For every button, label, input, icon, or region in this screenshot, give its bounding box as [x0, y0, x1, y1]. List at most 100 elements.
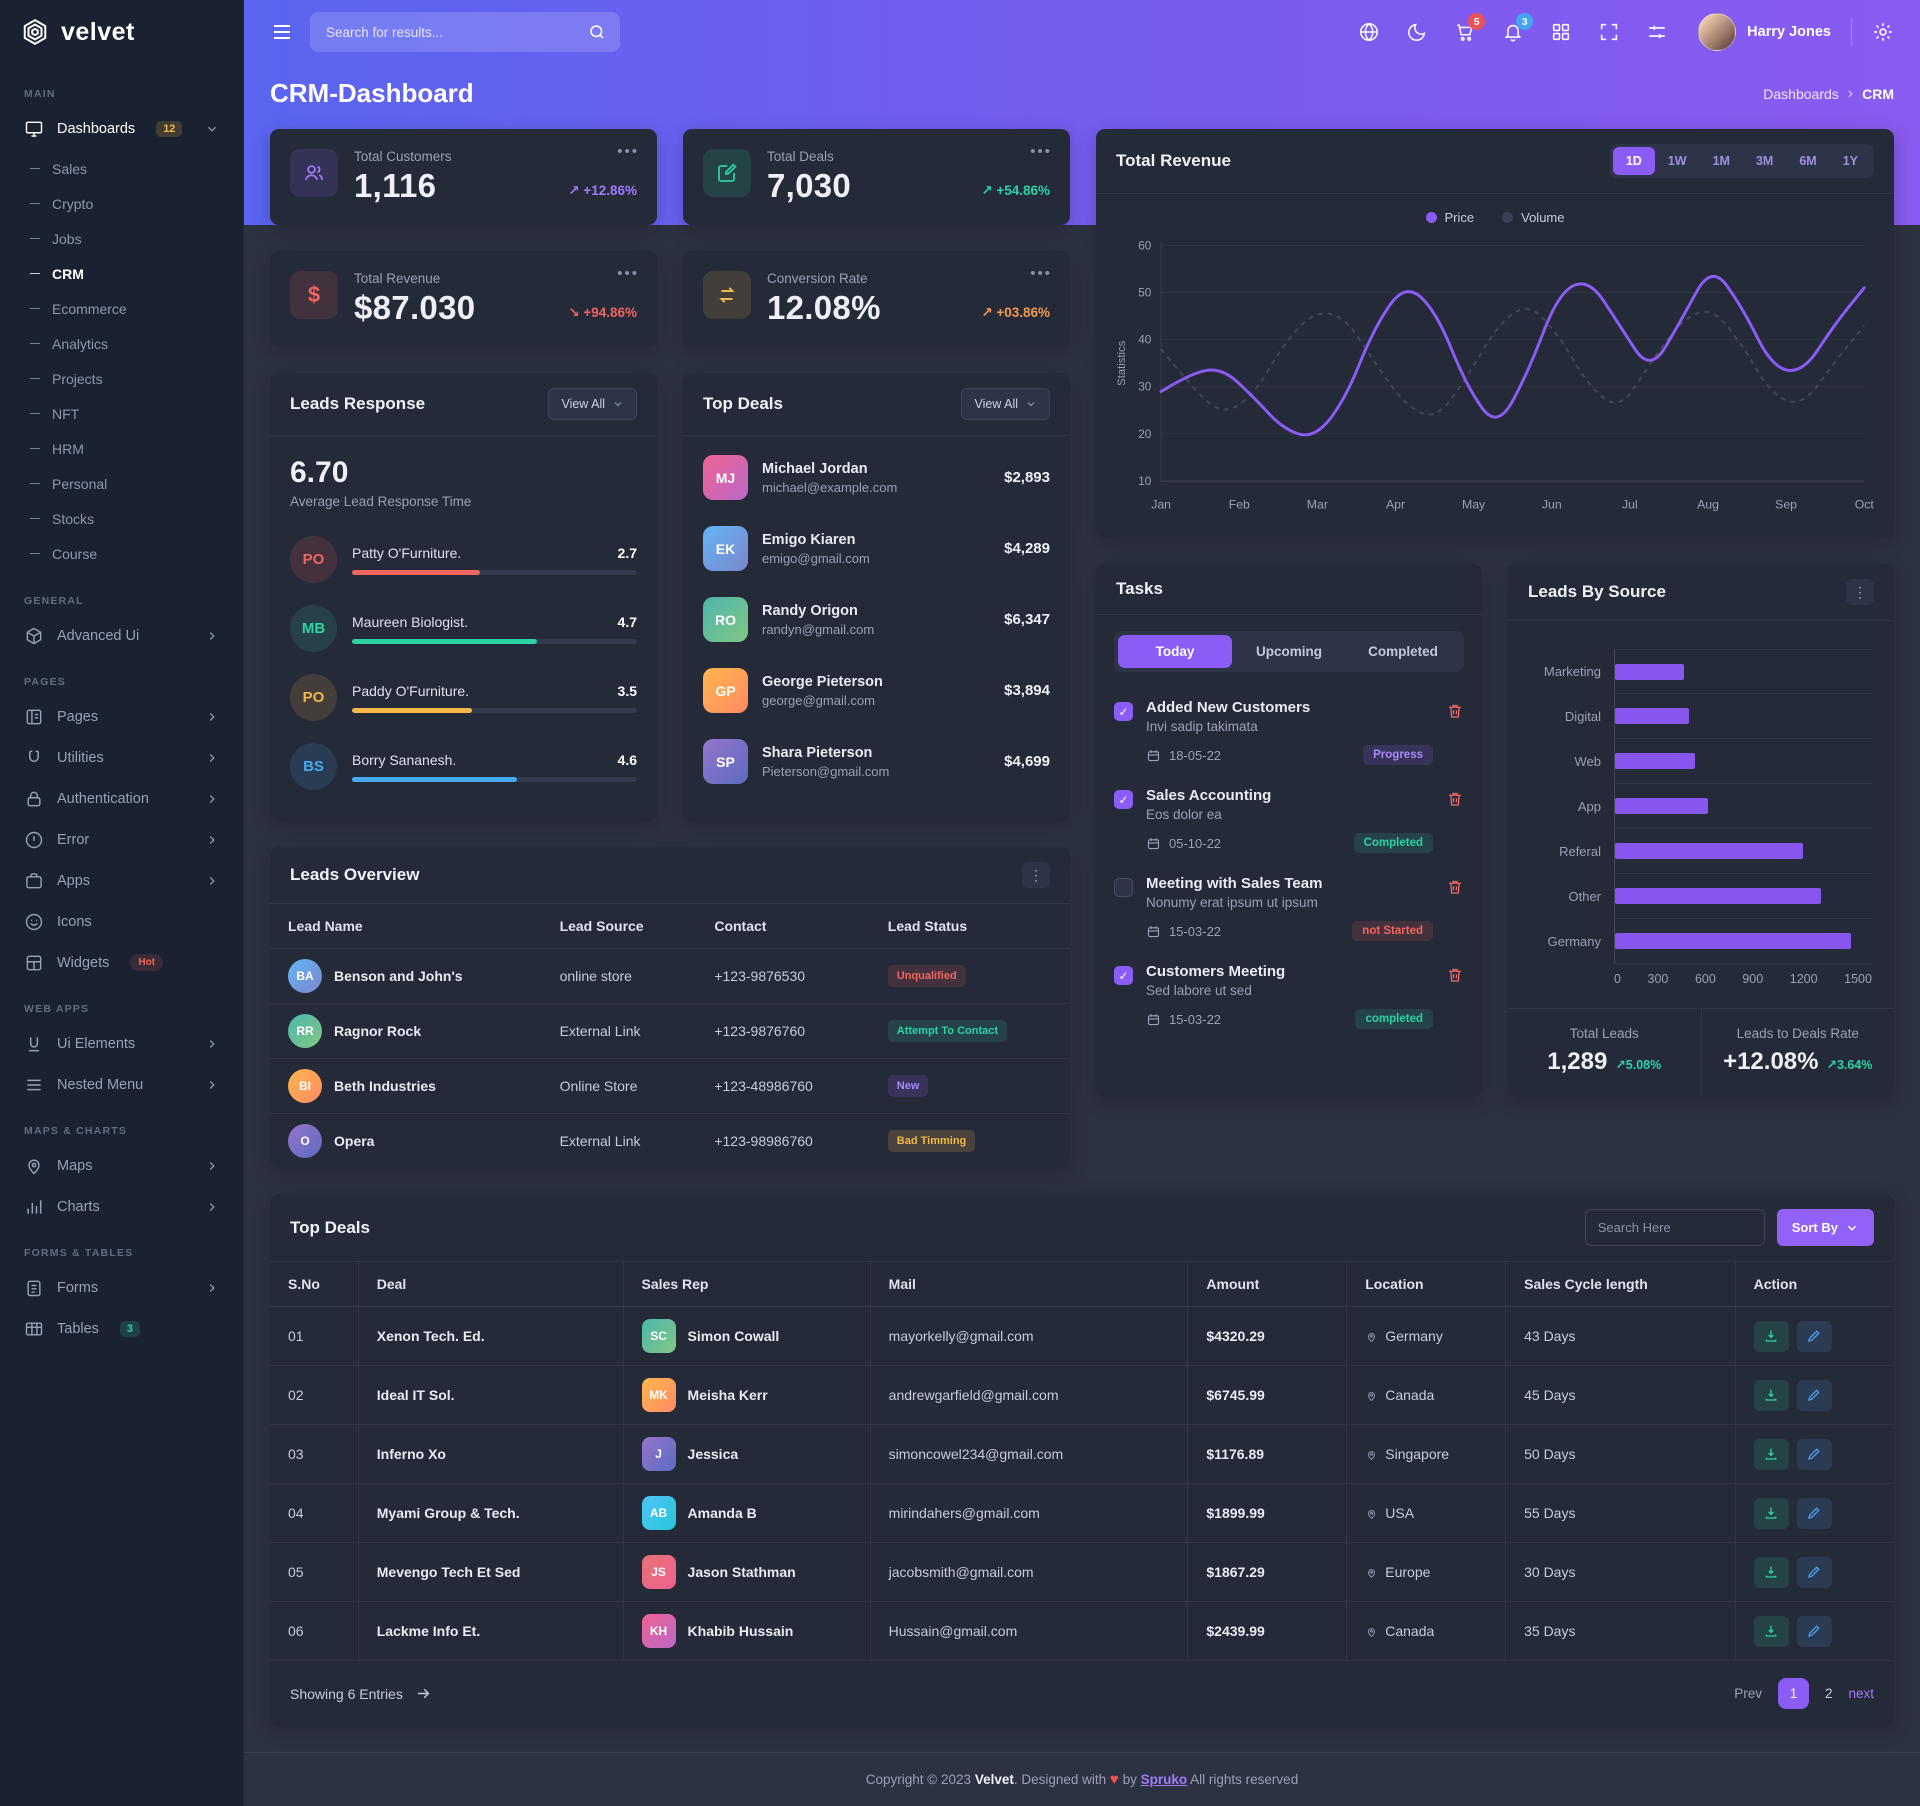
leads-response-view-all-button[interactable]: View All	[548, 388, 637, 420]
edit-icon-button[interactable]	[1796, 1379, 1832, 1411]
lead-row[interactable]: O Opera External Link +123-98986760 Bad Ti…	[270, 1114, 1070, 1169]
sidebar-subitem-hrm[interactable]: HRM	[14, 431, 229, 466]
range-button-1d[interactable]: 1D	[1612, 147, 1655, 175]
stat-menu-button[interactable]: •••	[613, 263, 643, 284]
sidebar-subitem-analytics[interactable]: Analytics	[14, 326, 229, 361]
arrow-right-icon[interactable]	[415, 1685, 432, 1702]
edit-icon-button[interactable]	[1796, 1556, 1832, 1588]
search-icon[interactable]	[588, 23, 606, 41]
sidebar-subitem-projects[interactable]: Projects	[14, 361, 229, 396]
sidebar-subitem-personal[interactable]: Personal	[14, 466, 229, 501]
sidebar-item-ui-elements[interactable]: Ui Elements	[14, 1023, 229, 1064]
sidebar-subitem-nft[interactable]: NFT	[14, 396, 229, 431]
task-checkbox[interactable]: ✓	[1114, 702, 1133, 721]
download-icon-button[interactable]	[1753, 1320, 1789, 1352]
sidebar-item-advanced-ui[interactable]: Advanced Ui	[14, 615, 229, 656]
sidebar-subitem-course[interactable]: Course	[14, 536, 229, 571]
search-input[interactable]	[324, 23, 580, 41]
leads-overview-menu-button[interactable]: ⋮	[1022, 862, 1050, 888]
download-icon-button[interactable]	[1753, 1438, 1789, 1470]
download-icon-button[interactable]	[1753, 1615, 1789, 1647]
legend-price[interactable]: Price	[1425, 210, 1474, 225]
top-deal-item[interactable]: GP George Pieterson george@gmail.com $3,8…	[683, 655, 1070, 726]
sidebar-item-error[interactable]: Error	[14, 819, 229, 860]
search-box[interactable]	[310, 12, 620, 52]
pagination-page-2[interactable]: 2	[1824, 1686, 1833, 1701]
deal-table-row[interactable]: 02 Ideal IT Sol. MK Meisha Kerr andrewgar…	[270, 1365, 1894, 1425]
edit-icon-button[interactable]	[1796, 1438, 1832, 1470]
sidebar-item-dashboards[interactable]: Dashboards 12	[14, 108, 229, 149]
sort-by-button[interactable]: Sort By	[1776, 1209, 1874, 1246]
range-button-1m[interactable]: 1M	[1700, 147, 1743, 175]
sidebar-item-charts[interactable]: Charts	[14, 1186, 229, 1227]
leads-by-source-menu-button[interactable]: ⋮	[1846, 579, 1874, 605]
edit-icon-button[interactable]	[1796, 1497, 1832, 1529]
trash-icon-button[interactable]	[1446, 790, 1464, 808]
download-icon-button[interactable]	[1753, 1497, 1789, 1529]
task-checkbox[interactable]: ✓	[1114, 878, 1133, 897]
task-checkbox[interactable]: ✓	[1114, 966, 1133, 985]
breadcrumb-parent[interactable]: Dashboards	[1763, 85, 1839, 102]
moon-icon-button[interactable]	[1406, 21, 1428, 43]
grid-icon-button[interactable]	[1550, 21, 1572, 43]
sidebar-subitem-crm[interactable]: CRM	[14, 256, 229, 291]
bell-icon-button[interactable]: 3	[1502, 13, 1534, 43]
user-menu[interactable]: Harry Jones	[1698, 13, 1831, 51]
pagination-next[interactable]: next	[1848, 1686, 1874, 1701]
deal-table-row[interactable]: 03 Inferno Xo J Jessica simoncowel234@gma…	[270, 1424, 1894, 1484]
sidebar-item-nested-menu[interactable]: Nested Menu	[14, 1064, 229, 1105]
sidebar-item-apps[interactable]: Apps	[14, 860, 229, 901]
deals-search-input[interactable]	[1584, 1209, 1765, 1246]
task-checkbox[interactable]: ✓	[1114, 790, 1133, 809]
sidebar-item-widgets[interactable]: Widgets Hot	[14, 942, 229, 983]
deal-table-row[interactable]: 05 Mevengo Tech Et Sed JS Jason Stathman …	[270, 1542, 1894, 1602]
download-icon-button[interactable]	[1753, 1556, 1789, 1588]
sidebar-subitem-jobs[interactable]: Jobs	[14, 221, 229, 256]
trash-icon-button[interactable]	[1446, 702, 1464, 720]
pagination-page-1[interactable]: 1	[1777, 1678, 1809, 1709]
footer-spruko-link[interactable]: Spruko	[1140, 1772, 1188, 1787]
range-button-1y[interactable]: 1Y	[1830, 147, 1871, 175]
sidebar-subitem-ecommerce[interactable]: Ecommerce	[14, 291, 229, 326]
sidebar-item-utilities[interactable]: Utilities	[14, 737, 229, 778]
top-deal-item[interactable]: MJ Michael Jordan michael@example.com $2,…	[683, 442, 1070, 513]
sidebar-subitem-stocks[interactable]: Stocks	[14, 501, 229, 536]
tasks-tab-completed[interactable]: Completed	[1368, 644, 1438, 659]
lead-row[interactable]: BA Benson and John's online store +123-987…	[270, 948, 1070, 1004]
menu-toggle-button[interactable]	[270, 20, 294, 44]
download-icon-button[interactable]	[1753, 1379, 1789, 1411]
stat-menu-button[interactable]: •••	[1026, 263, 1056, 284]
stat-menu-button[interactable]: •••	[613, 141, 643, 162]
sidebar-item-authentication[interactable]: Authentication	[14, 778, 229, 819]
stat-menu-button[interactable]: •••	[1026, 141, 1056, 162]
brand[interactable]: velvet	[0, 0, 243, 64]
lead-row[interactable]: BI Beth Industries Online Store +123-48986…	[270, 1058, 1070, 1114]
deal-table-row[interactable]: 06 Lackme Info Et. KH Khabib Hussain Huss…	[270, 1601, 1894, 1661]
sliders-icon-button[interactable]	[1646, 21, 1668, 43]
tasks-tab-upcoming[interactable]: Upcoming	[1256, 644, 1322, 659]
sidebar-subitem-sales[interactable]: Sales	[14, 151, 229, 186]
top-deals-view-all-button[interactable]: View All	[961, 388, 1050, 420]
trash-icon-button[interactable]	[1446, 878, 1464, 896]
range-button-3m[interactable]: 3M	[1743, 147, 1786, 175]
settings-gear-button[interactable]	[1872, 21, 1894, 43]
top-deal-item[interactable]: SP Shara Pieterson Pieterson@gmail.com $4…	[683, 726, 1070, 797]
sidebar-item-forms[interactable]: Forms	[14, 1267, 229, 1308]
sidebar-item-tables[interactable]: Tables 3	[14, 1308, 229, 1349]
legend-volume[interactable]: Volume	[1502, 210, 1565, 225]
edit-icon-button[interactable]	[1796, 1615, 1832, 1647]
edit-icon-button[interactable]	[1796, 1320, 1832, 1352]
expand-icon-button[interactable]	[1598, 21, 1620, 43]
sidebar-item-pages[interactable]: Pages	[14, 696, 229, 737]
sidebar-subitem-crypto[interactable]: Crypto	[14, 186, 229, 221]
range-button-1w[interactable]: 1W	[1655, 147, 1700, 175]
cart-icon-button[interactable]: 5	[1454, 13, 1486, 43]
deal-table-row[interactable]: 04 Myami Group & Tech. AB Amanda B mirind…	[270, 1483, 1894, 1543]
top-deal-item[interactable]: EK Emigo Kiaren emigo@gmail.com $4,289	[683, 513, 1070, 584]
trash-icon-button[interactable]	[1446, 966, 1464, 984]
sidebar-item-icons[interactable]: Icons	[14, 901, 229, 942]
lead-row[interactable]: RR Ragnor Rock External Link +123-9876760 …	[270, 1003, 1070, 1059]
range-button-6m[interactable]: 6M	[1786, 147, 1829, 175]
deal-table-row[interactable]: 01 Xenon Tech. Ed. SC Simon Cowall mayork…	[270, 1306, 1894, 1366]
globe-icon-button[interactable]	[1358, 21, 1380, 43]
